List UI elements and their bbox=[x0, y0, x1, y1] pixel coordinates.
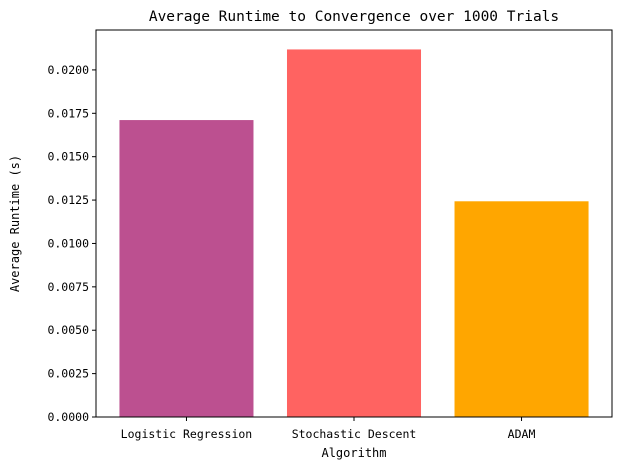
y-tick-label: 0.0100 bbox=[47, 236, 89, 250]
bars-group bbox=[119, 49, 589, 418]
y-axis-label: Average Runtime (s) bbox=[8, 155, 22, 292]
bar-logistic-regression bbox=[119, 120, 254, 418]
y-tick-label: 0.0050 bbox=[47, 323, 89, 337]
x-tick-label: Logistic Regression bbox=[121, 427, 253, 441]
y-tick-label: 0.0125 bbox=[47, 193, 89, 207]
x-tick-label: Stochastic Descent bbox=[292, 427, 417, 441]
x-axis-label: Algorithm bbox=[321, 446, 386, 460]
x-tick-label: ADAM bbox=[508, 427, 536, 441]
plot-frame bbox=[95, 29, 613, 418]
bar-adam bbox=[454, 201, 589, 417]
x-axis: Logistic Regression Stochastic Descent ADA… bbox=[121, 417, 536, 441]
chart-title: Average Runtime to Convergence over 1000… bbox=[149, 9, 559, 25]
y-tick-label: 0.0075 bbox=[47, 280, 89, 294]
y-tick-label: 0.0200 bbox=[47, 63, 89, 77]
y-tick-label: 0.0000 bbox=[47, 410, 89, 424]
y-axis: 0.0000 0.0025 0.0050 0.0075 0.0100 0.0125 0.01… bbox=[47, 63, 96, 424]
bar-stochastic-descent bbox=[286, 49, 422, 418]
y-tick-label: 0.0150 bbox=[47, 150, 89, 164]
y-tick-label: 0.0025 bbox=[47, 367, 89, 381]
y-tick-label: 0.0175 bbox=[47, 106, 89, 120]
